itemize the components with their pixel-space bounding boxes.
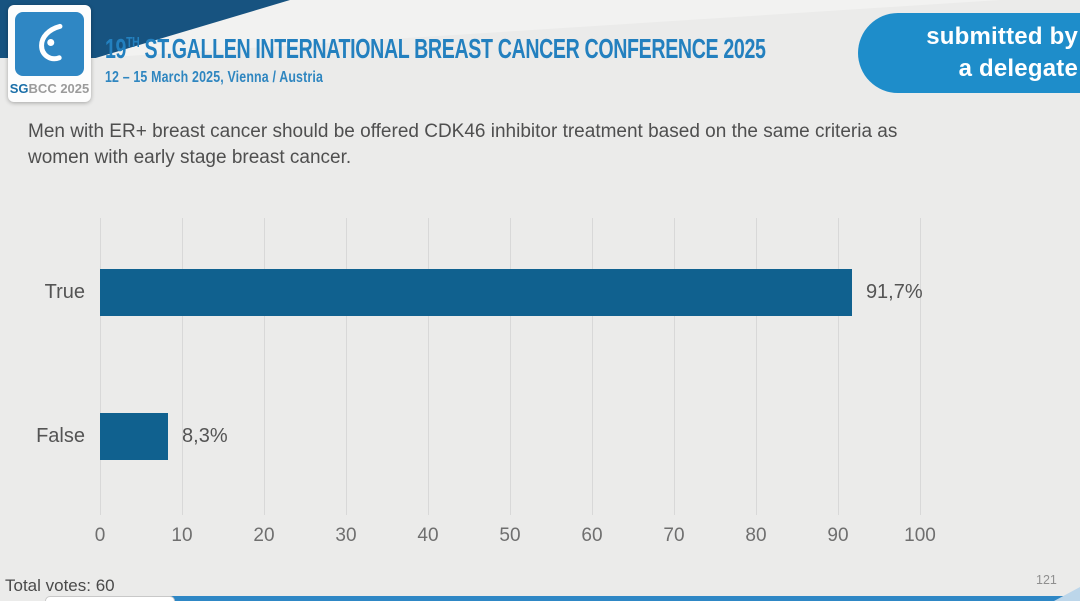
x-axis-tick-label: 90 [827,525,849,546]
badge-line2: a delegate [958,55,1078,82]
value-label: 8,3% [182,425,228,447]
x-axis-tick-label: 0 [94,525,106,546]
chart-gridline [920,218,921,515]
title-ordinal: TH [126,34,140,51]
x-axis-tick-label: 40 [417,525,439,546]
chart-gridline [100,218,101,515]
chart-gridline [428,218,429,515]
chart-gridline [346,218,347,515]
chart-gridline [674,218,675,515]
chart-gridline [182,218,183,515]
x-axis-tick-label: 50 [499,525,521,546]
x-axis-tick-label: 80 [745,525,767,546]
logo-wordmark-sg: SG [9,81,29,96]
title-number: 19 [105,33,127,64]
chart-gridline [756,218,757,515]
badge-line1: submitted by [926,23,1078,50]
conference-title-block: 19TH ST.GALLEN INTERNATIONAL BREAST CANC… [105,33,1049,87]
x-axis-tick-label: 100 [904,525,936,546]
bottom-tab-partial [45,596,175,601]
total-votes-label: Total votes: 60 [5,576,115,595]
chart-gridline [510,218,511,515]
sgbcc-ribbon-icon [15,12,84,76]
chart-gridline [838,218,839,515]
x-axis-tick-label: 60 [581,525,603,546]
value-label: 91,7% [865,281,923,303]
bottom-progress-strip [115,596,1080,601]
conference-title: 19TH ST.GALLEN INTERNATIONAL BREAST CANC… [105,33,766,65]
submitted-by-badge: submitted by a delegate [858,13,1080,93]
bar-true [100,269,852,316]
logo-wordmark: SGBCC 2025 [10,81,90,96]
logo-wordmark-rest: BCC 2025 [28,81,90,96]
category-label: False [36,425,85,447]
chart-gridline [592,218,593,515]
title-main: ST.GALLEN INTERNATIONAL BREAST CANCER CO… [139,33,766,64]
bar-false [100,413,169,460]
bar-chart: 0 10 20 30 40 50 60 70 80 90 100 True 91,7% False 8,3% [36,218,936,546]
category-label: True [44,281,85,303]
x-axis-tick-label: 20 [253,525,275,546]
x-axis-tick-label: 30 [335,525,357,546]
x-axis-tick-label: 70 [663,525,685,546]
conference-subtitle: 12 – 15 March 2025, Vienna / Austria [105,69,324,86]
chart-gridline [264,218,265,515]
poll-question-text: Men with ER+ breast cancer should be off… [28,121,898,168]
sgbcc-logo: SGBCC 2025 [8,5,91,102]
x-axis-tick-label: 10 [171,525,193,546]
slide-page-number: 121 [1036,573,1057,587]
corner-accent-shape [1054,587,1080,601]
